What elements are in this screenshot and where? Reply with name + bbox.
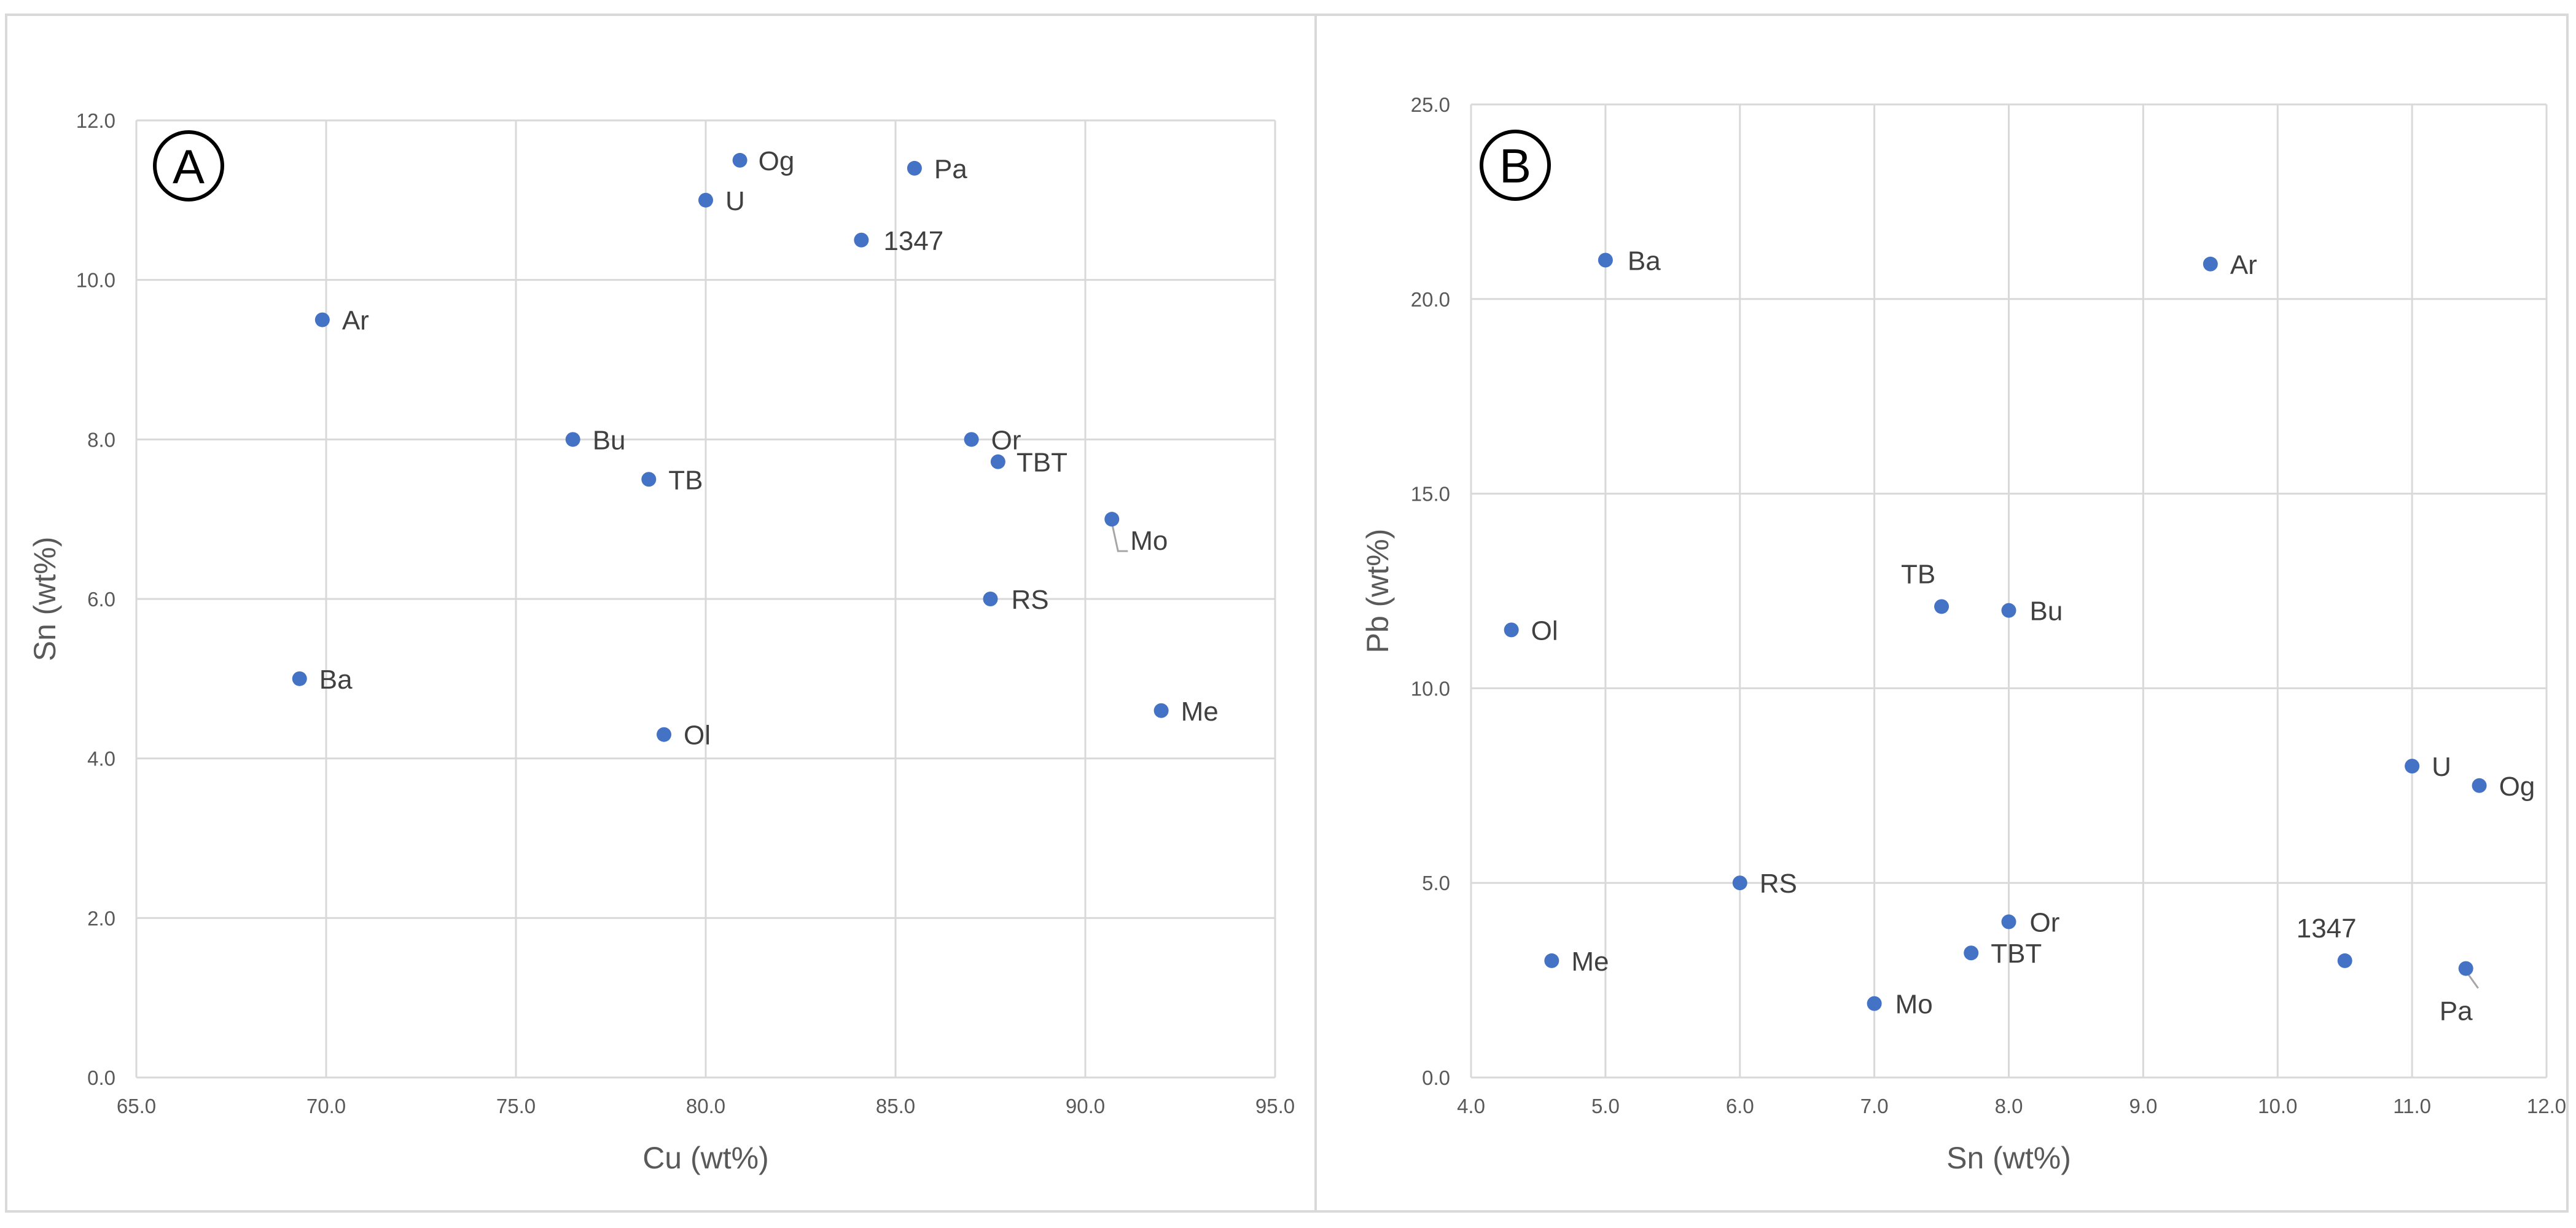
data-label: Ba (1628, 246, 1661, 276)
data-label: TB (668, 465, 703, 495)
data-point (990, 454, 1005, 469)
panel-badge-circle (153, 130, 224, 201)
x-tick-label: 70.0 (306, 1095, 346, 1117)
y-tick-label: 0.0 (87, 1066, 115, 1089)
data-point (2001, 914, 2016, 929)
data-point (698, 192, 713, 208)
data-point (854, 232, 869, 248)
x-axis-title: Sn (wt%) (1946, 1141, 2071, 1175)
data-point (964, 432, 979, 447)
data-point (732, 152, 747, 168)
data-point (314, 312, 330, 327)
data-label: TBT (1017, 448, 1067, 478)
panel-badge-circle (1480, 130, 1551, 201)
data-point (1964, 945, 1979, 961)
data-point (657, 727, 672, 742)
data-label: Me (1571, 947, 1609, 977)
data-point (565, 432, 580, 447)
data-label: Pa (934, 154, 967, 184)
panel-a-scatter: 65.0 70.0 75.0 80.0 85.0 90.0 95.0 0.0 2.0 4.0 6.0… (28, 109, 1295, 1175)
data-label: Pa (2440, 996, 2473, 1027)
data-label: TB (1901, 559, 1935, 589)
y-tick-label: 20.0 (1411, 288, 1450, 311)
data-label: Ar (2230, 250, 2257, 280)
x-tick-label: 5.0 (1591, 1095, 1620, 1117)
data-point (1104, 512, 1120, 527)
panel-badge-label: A (173, 139, 205, 194)
data-label: Or (2030, 908, 2060, 938)
data-label: Og (2499, 772, 2535, 802)
panel-b-scatter: 4.0 5.0 6.0 7.0 8.0 9.0 10.0 11.0 12.0 0.0 5.0 10.0… (1360, 93, 2566, 1175)
data-point (1504, 622, 1519, 638)
x-tick-label: 65.0 (117, 1095, 156, 1117)
data-point (1732, 875, 1747, 891)
data-point (2472, 778, 2487, 793)
x-tick-label: 9.0 (2129, 1095, 2157, 1117)
panel-a-frame (5, 14, 1317, 1213)
x-tick-label: 80.0 (686, 1095, 725, 1117)
x-tick-label: 85.0 (876, 1095, 915, 1117)
y-tick-label: 15.0 (1411, 483, 1450, 506)
data-label: Bu (2030, 596, 2063, 627)
y-tick-label: 25.0 (1411, 93, 1450, 116)
data-label: Ar (342, 306, 369, 336)
data-label: Ol (684, 721, 711, 751)
x-tick-label: 6.0 (1726, 1095, 1754, 1117)
y-tick-label: 4.0 (87, 748, 115, 770)
data-point (1153, 703, 1169, 718)
x-tick-label: 90.0 (1066, 1095, 1105, 1117)
y-axis-title: Sn (wt%) (28, 537, 62, 662)
x-axis-title: Cu (wt%) (642, 1141, 769, 1175)
y-tick-label: 8.0 (87, 428, 115, 451)
data-point (1934, 599, 1950, 614)
y-tick-label: 12.0 (76, 109, 115, 132)
data-point (641, 472, 657, 487)
data-label: Ol (1531, 616, 1558, 646)
data-label: Ba (319, 665, 353, 695)
data-label: 1347 (2297, 913, 2357, 944)
data-label: TBT (1991, 939, 2042, 969)
x-tick-label: 8.0 (1995, 1095, 2023, 1117)
data-point (1867, 996, 1882, 1011)
data-label: Mo (1130, 526, 1168, 556)
x-tick-label: 4.0 (1457, 1095, 1485, 1117)
y-tick-label: 10.0 (76, 269, 115, 292)
data-label: RS (1012, 585, 1049, 615)
data-label: Og (759, 146, 795, 176)
data-point (983, 592, 998, 606)
data-point (907, 160, 922, 176)
x-tick-label: 75.0 (496, 1095, 536, 1117)
data-point (292, 671, 307, 686)
label-leader-line (1110, 522, 1128, 552)
x-tick-label: 7.0 (1860, 1095, 1889, 1117)
data-point (2405, 759, 2420, 774)
data-point (1544, 953, 1559, 968)
data-label: RS (1760, 869, 1797, 899)
x-tick-label: 12.0 (2527, 1095, 2566, 1117)
data-label: Bu (593, 425, 626, 455)
data-point (2337, 953, 2352, 968)
data-label: Me (1181, 697, 1219, 727)
data-label: U (2432, 752, 2451, 782)
data-point (2458, 961, 2473, 976)
y-tick-label: 6.0 (87, 588, 115, 611)
data-label: Or (991, 425, 1021, 455)
y-tick-label: 2.0 (87, 907, 115, 929)
y-axis-title: Pb (wt%) (1360, 529, 1395, 654)
y-tick-label: 10.0 (1411, 677, 1450, 700)
data-point (2203, 256, 2218, 272)
data-label: Mo (1895, 990, 1933, 1020)
x-tick-label: 11.0 (2393, 1095, 2431, 1117)
y-tick-label: 5.0 (1422, 872, 1450, 894)
data-point (2001, 603, 2016, 618)
data-label: 1347 (883, 226, 943, 256)
y-tick-label: 0.0 (1422, 1066, 1450, 1089)
data-point (1598, 252, 1613, 268)
x-tick-label: 10.0 (2258, 1095, 2297, 1117)
data-label: U (725, 186, 745, 216)
panel-badge-label: B (1499, 139, 1531, 193)
x-tick-label: 95.0 (1255, 1095, 1295, 1117)
